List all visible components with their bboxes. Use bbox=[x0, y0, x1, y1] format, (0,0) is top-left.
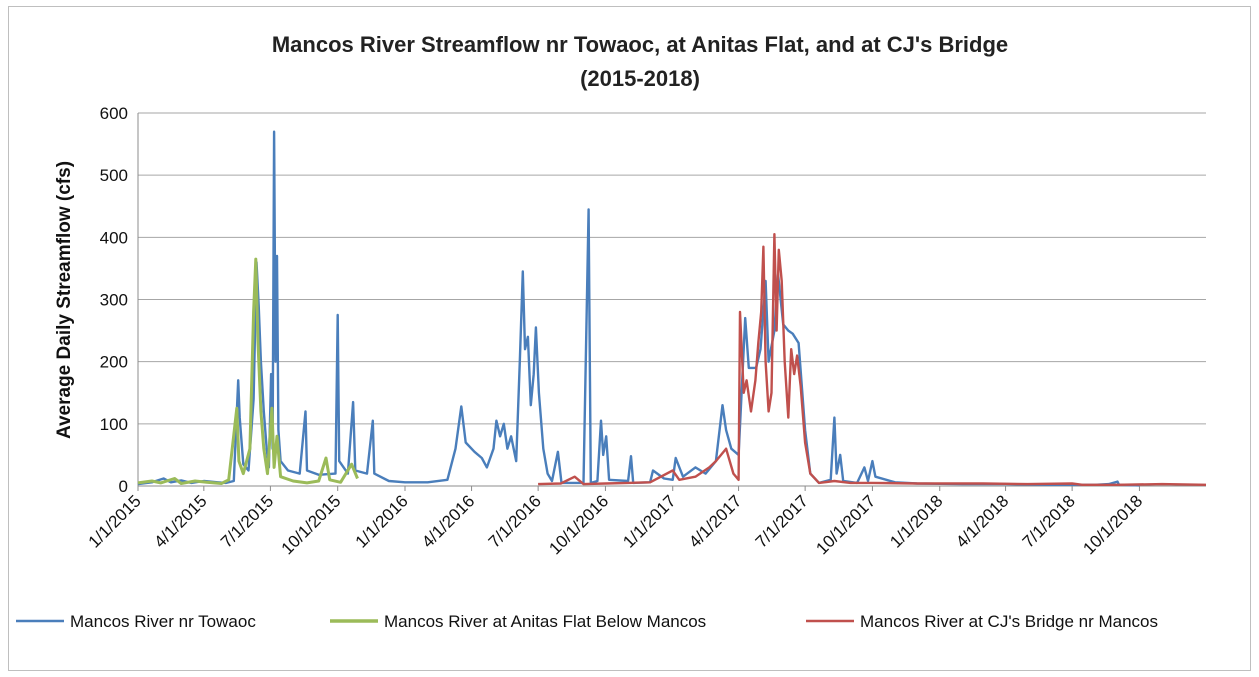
x-tick-label: 10/1/2018 bbox=[1079, 491, 1146, 558]
x-tick-label: 1/1/2017 bbox=[619, 491, 679, 551]
y-tick-label: 300 bbox=[100, 291, 128, 310]
legend-entry: Mancos River at CJ's Bridge nr Mancos bbox=[860, 612, 1158, 631]
series-line bbox=[137, 257, 359, 485]
x-tick-label: 7/1/2016 bbox=[485, 491, 545, 551]
x-tick-label: 10/1/2015 bbox=[278, 491, 345, 558]
x-tick-label: 10/1/2017 bbox=[812, 491, 879, 558]
chart-title-line-1: Mancos River Streamflow nr Towaoc, at An… bbox=[272, 32, 1008, 57]
series-line bbox=[137, 130, 1140, 487]
legend: Mancos River nr Towaoc Mancos River at An… bbox=[16, 612, 1158, 631]
x-tick-label: 4/1/2016 bbox=[418, 491, 478, 551]
legend-entry: Mancos River at Anitas Flat Below Mancos bbox=[384, 612, 706, 631]
y-tick-label: 200 bbox=[100, 353, 128, 372]
y-tick-label: 600 bbox=[100, 104, 128, 123]
y-axis-label: Average Daily Streamflow (cfs) bbox=[54, 161, 75, 439]
x-tick-label: 1/1/2015 bbox=[85, 491, 145, 551]
y-tick-label: 400 bbox=[100, 228, 128, 247]
x-tick-label: 4/1/2017 bbox=[685, 491, 745, 551]
y-tick-label: 100 bbox=[100, 415, 128, 434]
y-tick-labels: 0 100 200 300 400 500 600 bbox=[100, 104, 128, 496]
series-line bbox=[538, 232, 1207, 486]
x-tick-label: 4/1/2018 bbox=[952, 491, 1012, 551]
y-tick-label: 500 bbox=[100, 166, 128, 185]
x-tick-label: 10/1/2016 bbox=[545, 491, 612, 558]
chart-title-line-2: (2015-2018) bbox=[580, 66, 700, 91]
legend-entry: Mancos River nr Towaoc bbox=[70, 612, 256, 631]
x-tick-label: 1/1/2016 bbox=[352, 491, 412, 551]
chart-frame bbox=[8, 6, 1251, 671]
x-tick-label: 4/1/2015 bbox=[150, 491, 210, 551]
x-tick-labels: 1/1/2015 4/1/2015 7/1/2015 10/1/2015 1/1/201… bbox=[85, 491, 1147, 558]
series-lines bbox=[137, 130, 1207, 487]
x-tick-label: 7/1/2017 bbox=[752, 491, 812, 551]
x-tick-label: 7/1/2018 bbox=[1019, 491, 1079, 551]
y-tick-label: 0 bbox=[119, 477, 128, 496]
x-tick-label: 1/1/2018 bbox=[886, 491, 946, 551]
axes bbox=[137, 113, 1206, 491]
x-tick-label: 7/1/2015 bbox=[217, 491, 277, 551]
gridlines bbox=[138, 112, 1206, 425]
